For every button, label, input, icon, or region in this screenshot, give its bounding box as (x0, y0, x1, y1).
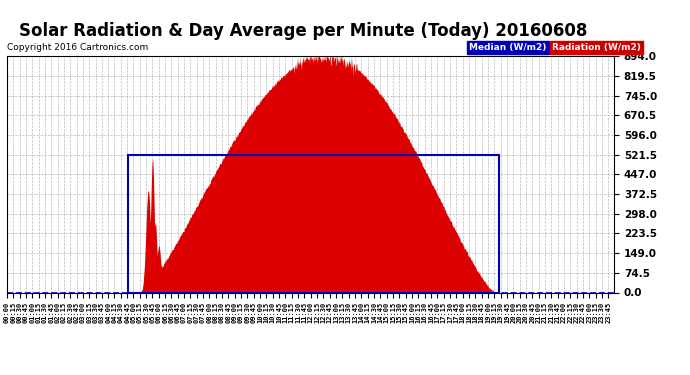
Bar (128, 154, 499, 292)
Text: Radiation (W/m2): Radiation (W/m2) (552, 43, 641, 52)
Text: Median (W/m2): Median (W/m2) (469, 43, 546, 52)
Text: Copyright 2016 Cartronics.com: Copyright 2016 Cartronics.com (7, 43, 148, 52)
Text: Solar Radiation & Day Average per Minute (Today) 20160608: Solar Radiation & Day Average per Minute… (19, 22, 588, 40)
